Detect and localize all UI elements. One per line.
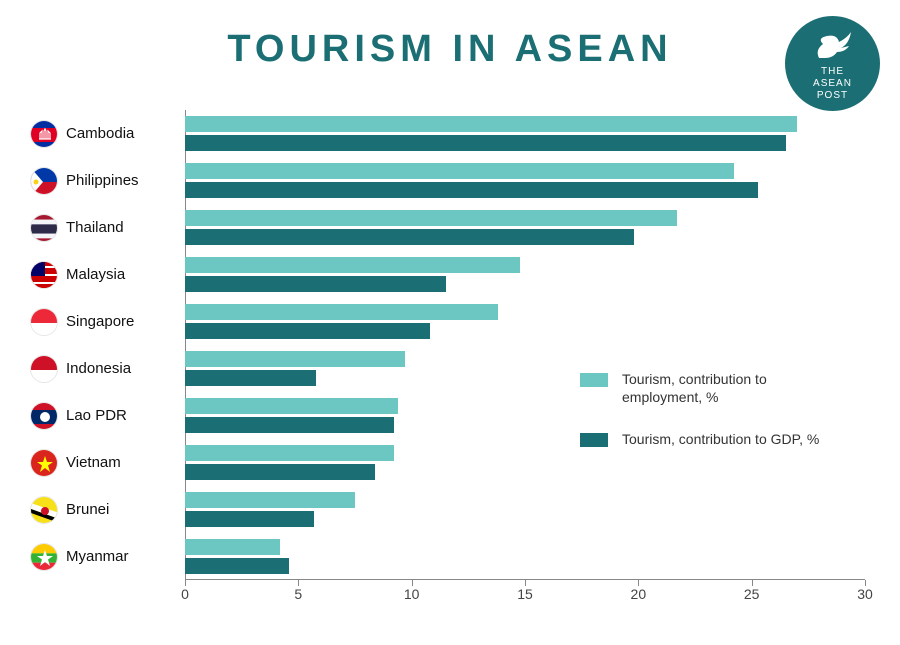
country-label: Cambodia [66,125,134,142]
flag-icon [30,496,58,524]
bar-employment [185,492,355,508]
flag-icon [30,402,58,430]
country-label: Philippines [66,172,139,189]
country-row: Singapore [30,298,172,345]
flag-icon [30,214,58,242]
country-row: Philippines [30,157,172,204]
bar-employment [185,445,394,461]
chart-title: TOURISM IN ASEAN [0,28,900,71]
country-row: Vietnam [30,439,172,486]
x-tick-label: 0 [181,586,189,602]
flag-icon [30,167,58,195]
country-label: Myanmar [66,548,129,565]
country-label: Singapore [66,313,134,330]
legend-item: Tourism, contribution to GDP, % [580,430,840,448]
bar-employment [185,163,734,179]
x-tick-label: 10 [404,586,420,602]
bar-gdp [185,464,375,480]
country-label: Brunei [66,501,109,518]
bar-gdp [185,417,394,433]
bar-gdp [185,182,758,198]
legend: Tourism, contribution to employment, % To… [580,370,840,473]
bar-gdp [185,323,430,339]
bar-employment [185,351,405,367]
country-label: Indonesia [66,360,131,377]
country-row: Brunei [30,486,172,533]
legend-swatch [580,433,608,447]
bar-gdp [185,229,634,245]
country-row: Lao PDR [30,392,172,439]
country-label: Malaysia [66,266,125,283]
x-tick-label: 25 [744,586,760,602]
bar-employment [185,398,398,414]
bar-employment [185,539,280,555]
country-label: Thailand [66,219,124,236]
country-row: Myanmar [30,533,172,580]
bar-gdp [185,370,316,386]
x-tick-label: 5 [294,586,302,602]
legend-label: Tourism, contribution to GDP, % [622,430,819,448]
country-row: Indonesia [30,345,172,392]
bar-gdp [185,276,446,292]
bar-employment [185,116,797,132]
country-row: Cambodia [30,110,172,157]
bar-employment [185,210,677,226]
y-axis-labels: Cambodia Philippines Thailand Malaysia Singa… [30,110,172,580]
bar-employment [185,257,520,273]
flag-icon [30,543,58,571]
x-tick-label: 20 [631,586,647,602]
x-tick-label: 30 [857,586,873,602]
plot-area [185,110,865,580]
logo-text-2: ASEAN [813,78,852,90]
legend-item: Tourism, contribution to employment, % [580,370,840,406]
chart: Cambodia Philippines Thailand Malaysia Singa… [30,100,870,600]
axes [185,110,865,580]
country-row: Malaysia [30,251,172,298]
legend-swatch [580,373,608,387]
flag-icon [30,449,58,477]
country-label: Vietnam [66,454,121,471]
bar-gdp [185,135,786,151]
flag-icon [30,308,58,336]
x-axis-ticks: 051015202530 [185,586,865,610]
x-tick-label: 15 [517,586,533,602]
country-row: Thailand [30,204,172,251]
legend-label: Tourism, contribution to employment, % [622,370,840,406]
bar-employment [185,304,498,320]
bar-gdp [185,558,289,574]
flag-icon [30,261,58,289]
bar-gdp [185,511,314,527]
flag-icon [30,120,58,148]
flag-icon [30,355,58,383]
country-label: Lao PDR [66,407,127,424]
